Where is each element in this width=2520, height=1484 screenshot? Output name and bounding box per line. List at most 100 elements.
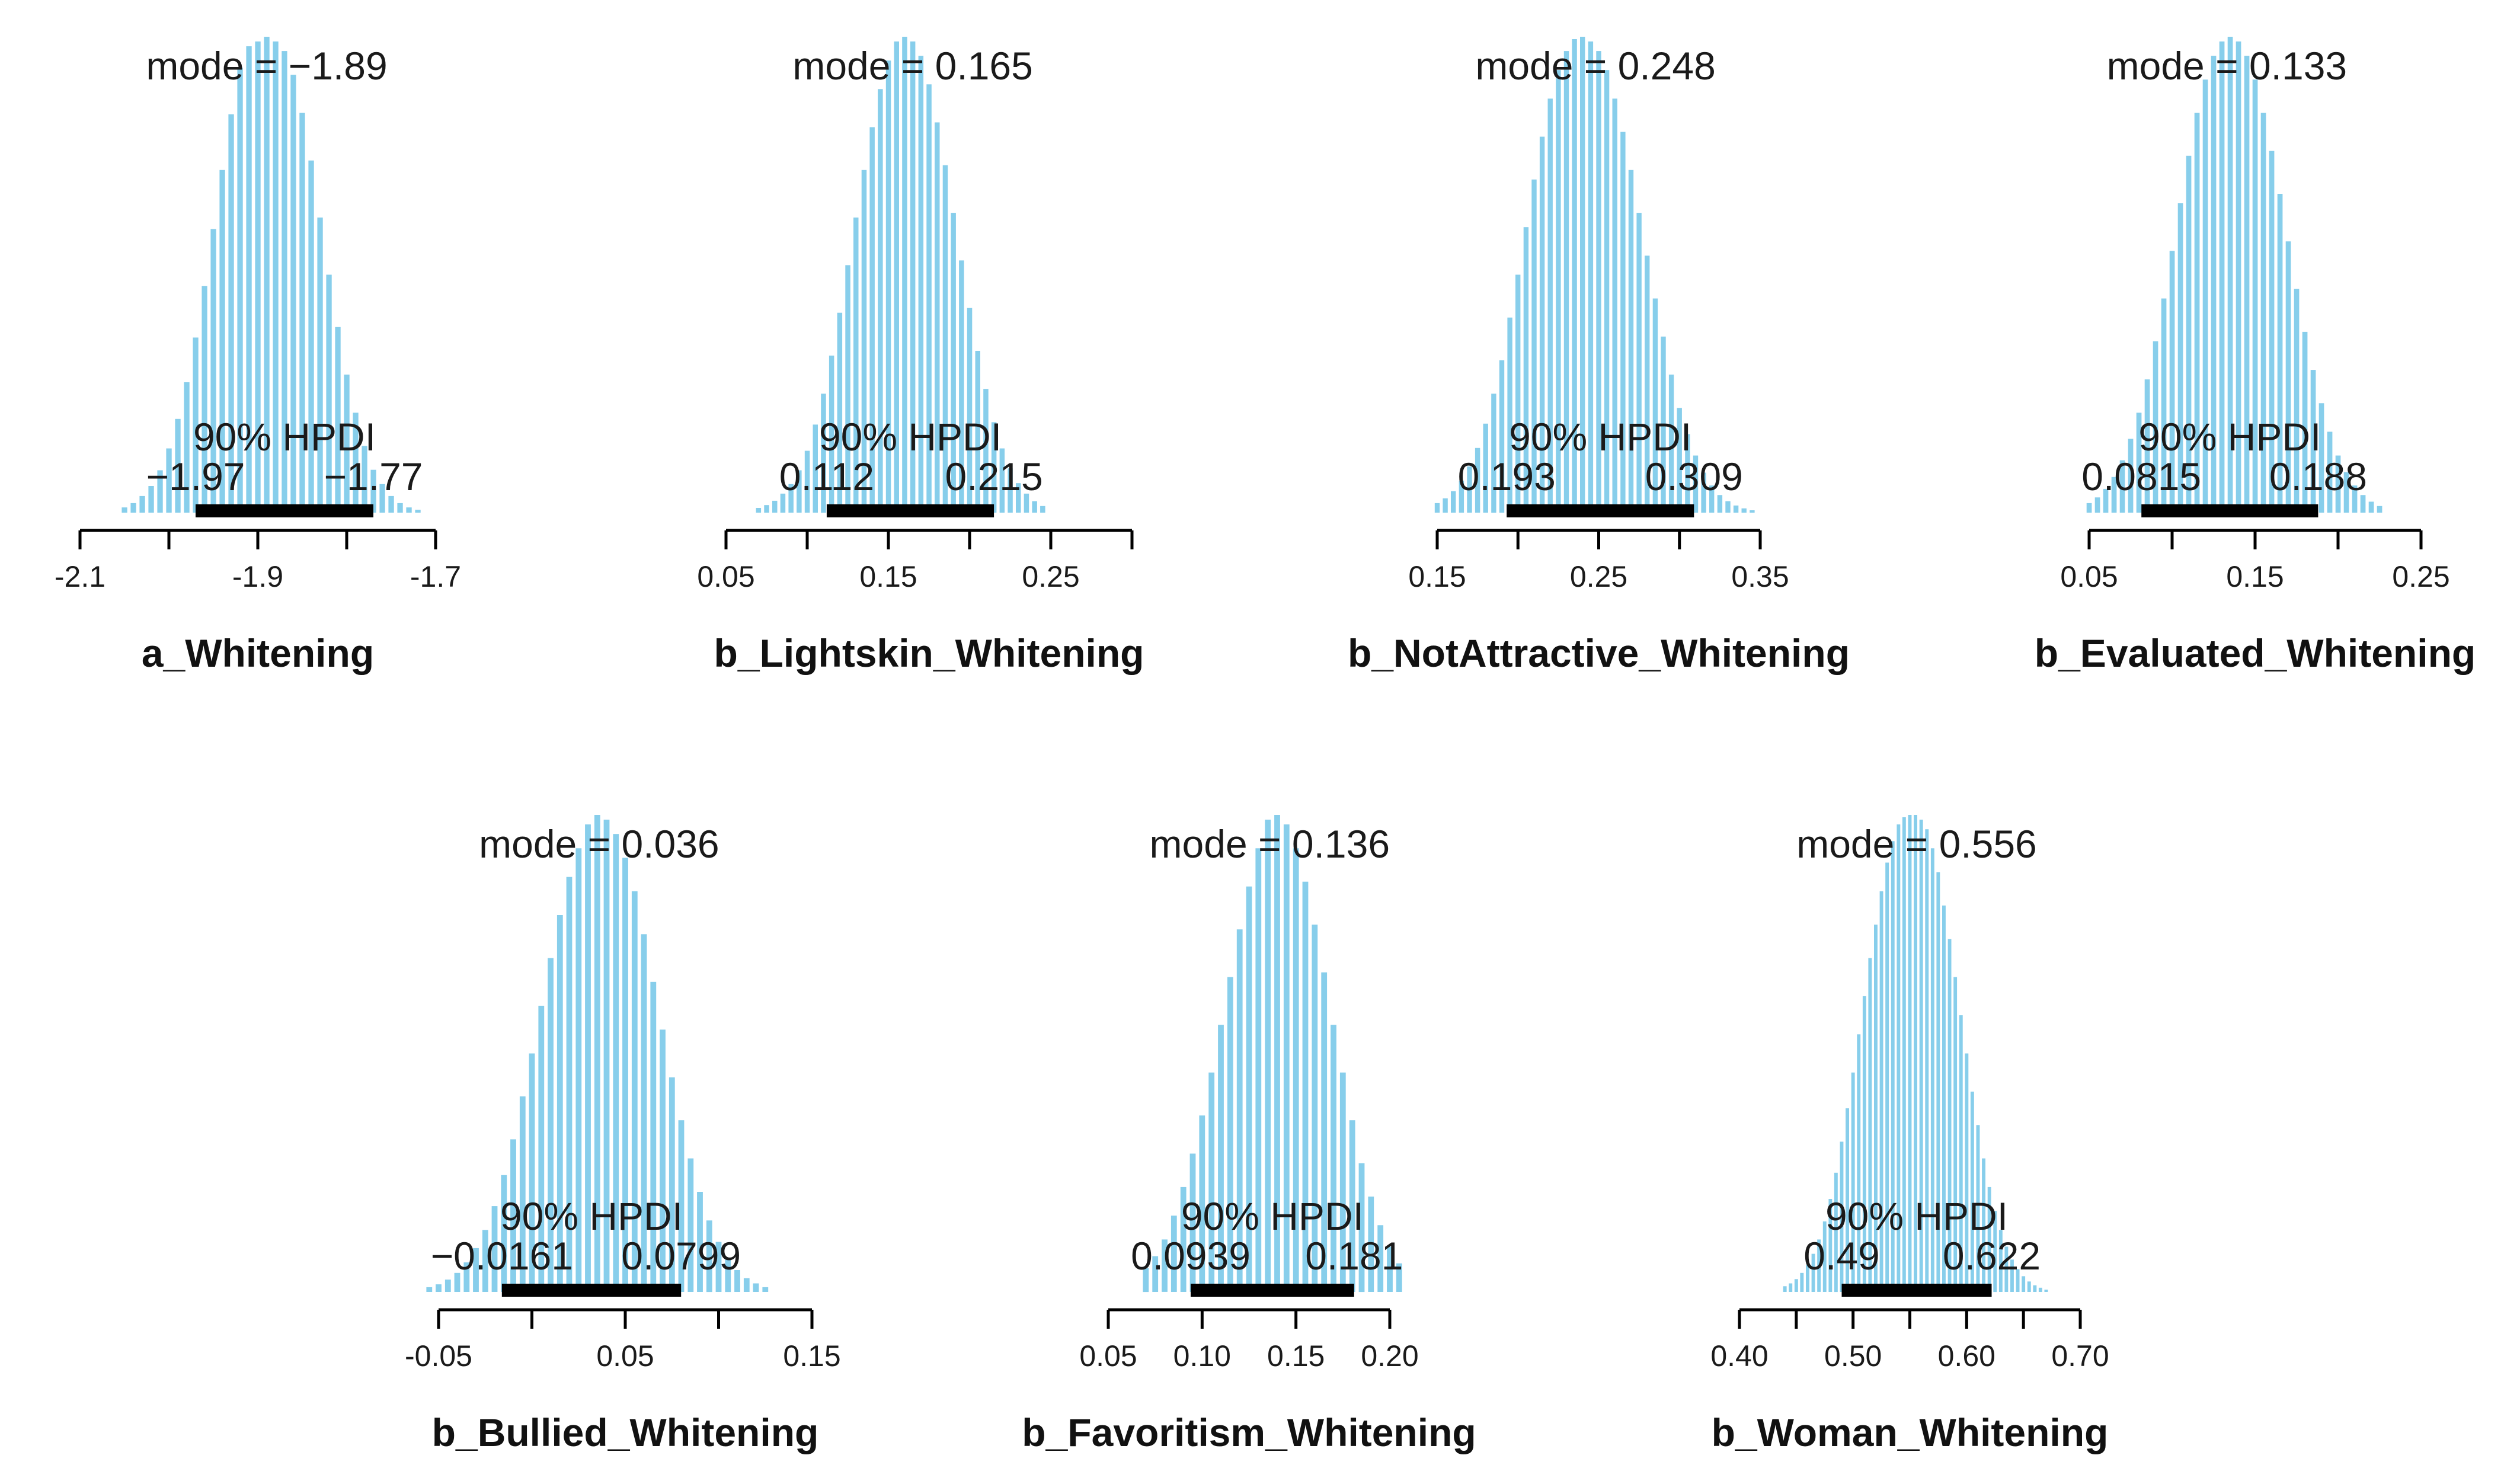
x-tick-label: -2.1 (55, 560, 105, 593)
histogram-bar (548, 958, 554, 1292)
histogram-bar (290, 75, 296, 513)
histogram-bar (1998, 1230, 2003, 1292)
histogram-bar (1302, 881, 1309, 1292)
histogram-bar (706, 1220, 712, 1293)
hpdi-interval-bar (2141, 504, 2318, 517)
histogram-bar (885, 60, 891, 513)
histogram-bar (585, 824, 591, 1292)
histogram-bar (1387, 1246, 1393, 1292)
histogram-bar (273, 41, 279, 513)
histogram-bar (1499, 360, 1505, 513)
x-tick-label: 0.35 (1731, 560, 1789, 593)
hpdi-interval-bar (196, 504, 373, 517)
histogram-bar (219, 169, 225, 513)
histogram-bar (1040, 506, 1045, 513)
histogram-bar (715, 1242, 722, 1292)
x-tick-label: 0.25 (1022, 560, 1079, 593)
histogram-bar (501, 1175, 507, 1292)
hpdi-lower-label: 0.112 (779, 455, 874, 498)
hpdi-label: 90% HPDI (1509, 415, 1691, 459)
histogram-bar (2219, 41, 2225, 513)
histogram-bar (139, 495, 145, 513)
histogram-bar (255, 41, 261, 513)
hpdi-lower-label: 0.0939 (1131, 1234, 1251, 1278)
histogram-bar (538, 1006, 545, 1292)
histogram-bar (1942, 905, 1946, 1292)
histogram-bar (910, 41, 916, 513)
histogram-bar (463, 1262, 470, 1292)
histogram-bar (829, 356, 834, 513)
histogram-bar (2377, 506, 2383, 513)
histogram-bar (557, 915, 563, 1292)
histogram-bar (2360, 495, 2366, 513)
histogram-bar (2186, 155, 2192, 513)
x-tick-label: 0.05 (1079, 1339, 1137, 1373)
x-tick-label: 0.60 (1938, 1339, 1995, 1373)
histogram-bar (1750, 510, 1755, 513)
histogram-bar (1596, 51, 1601, 513)
histogram-bar (797, 470, 802, 513)
histogram-bar (1919, 820, 1923, 1292)
histogram-bar (878, 89, 883, 513)
histogram-bar (264, 37, 270, 513)
histogram-bar (1236, 929, 1243, 1292)
histogram-bar (1443, 498, 1448, 513)
histogram-bar (454, 1272, 460, 1292)
histogram-bar (1483, 423, 1488, 513)
histogram-bar (1709, 485, 1715, 513)
histogram-bar (2103, 488, 2109, 513)
histogram-bar (613, 834, 619, 1292)
histogram-bar (1965, 1053, 1969, 1292)
histogram-bar (2335, 455, 2341, 513)
histogram-bar (1523, 227, 1529, 513)
panel-a_Whitening: mode = −1.89 90% HPDI−1.97 −1.77 -2.1 -1.9 -1… (55, 37, 461, 675)
histogram-bar (1811, 1253, 1815, 1292)
histogram-bar (130, 503, 136, 513)
x-tick-label: 0.05 (697, 560, 754, 593)
mode-label: mode = 0.136 (1150, 822, 1390, 866)
histogram-bar (678, 1120, 685, 1292)
histogram-bar (753, 1283, 759, 1292)
histogram-bar (529, 1053, 535, 1292)
histogram-bar (2252, 79, 2258, 513)
histogram-bar (1874, 925, 1878, 1293)
histogram-bar (1857, 1034, 1861, 1292)
histogram-bar (1677, 408, 1682, 513)
histogram-bar (1717, 495, 1723, 513)
histogram-bar (788, 484, 794, 513)
histogram-bar (1396, 1263, 1402, 1292)
histogram-bar (861, 169, 867, 513)
histogram-bar (1556, 70, 1561, 513)
hpdi-lower-label: 0.0815 (2081, 455, 2201, 498)
histogram-bar (2236, 41, 2241, 513)
histogram-bar (1547, 98, 1553, 513)
histogram-bar (519, 1096, 526, 1292)
histogram-bar (1806, 1265, 1809, 1292)
histogram-bar (2294, 289, 2300, 513)
histogram-bar (210, 229, 216, 513)
histogram-bar (959, 260, 964, 513)
histogram-bar (1789, 1283, 1793, 1292)
histogram-bar (1008, 468, 1013, 513)
histogram-bar (121, 507, 127, 513)
histogram-bar (1572, 39, 1577, 513)
x-tick-label: 0.20 (1361, 1339, 1418, 1373)
histogram-bar (1930, 848, 1934, 1292)
hpdi-interval-bar (1191, 1284, 1354, 1297)
x-tick-label: -0.05 (405, 1339, 472, 1373)
histogram-bar (2033, 1285, 2037, 1292)
histogram-bar (650, 981, 657, 1293)
x-tick-label: 0.25 (1570, 560, 1627, 593)
histogram-bar (1459, 481, 1464, 513)
histogram-bar (397, 503, 403, 513)
histogram-bar (1143, 1268, 1149, 1293)
hpdi-label: 90% HPDI (500, 1194, 683, 1238)
hpdi-label: 90% HPDI (819, 415, 1002, 459)
histogram-bar (148, 486, 154, 513)
histogram-bar (1652, 298, 1658, 513)
histogram-bar (975, 351, 980, 513)
histogram-bar (1283, 824, 1290, 1292)
hpdi-upper-label: 0.215 (945, 455, 1043, 498)
